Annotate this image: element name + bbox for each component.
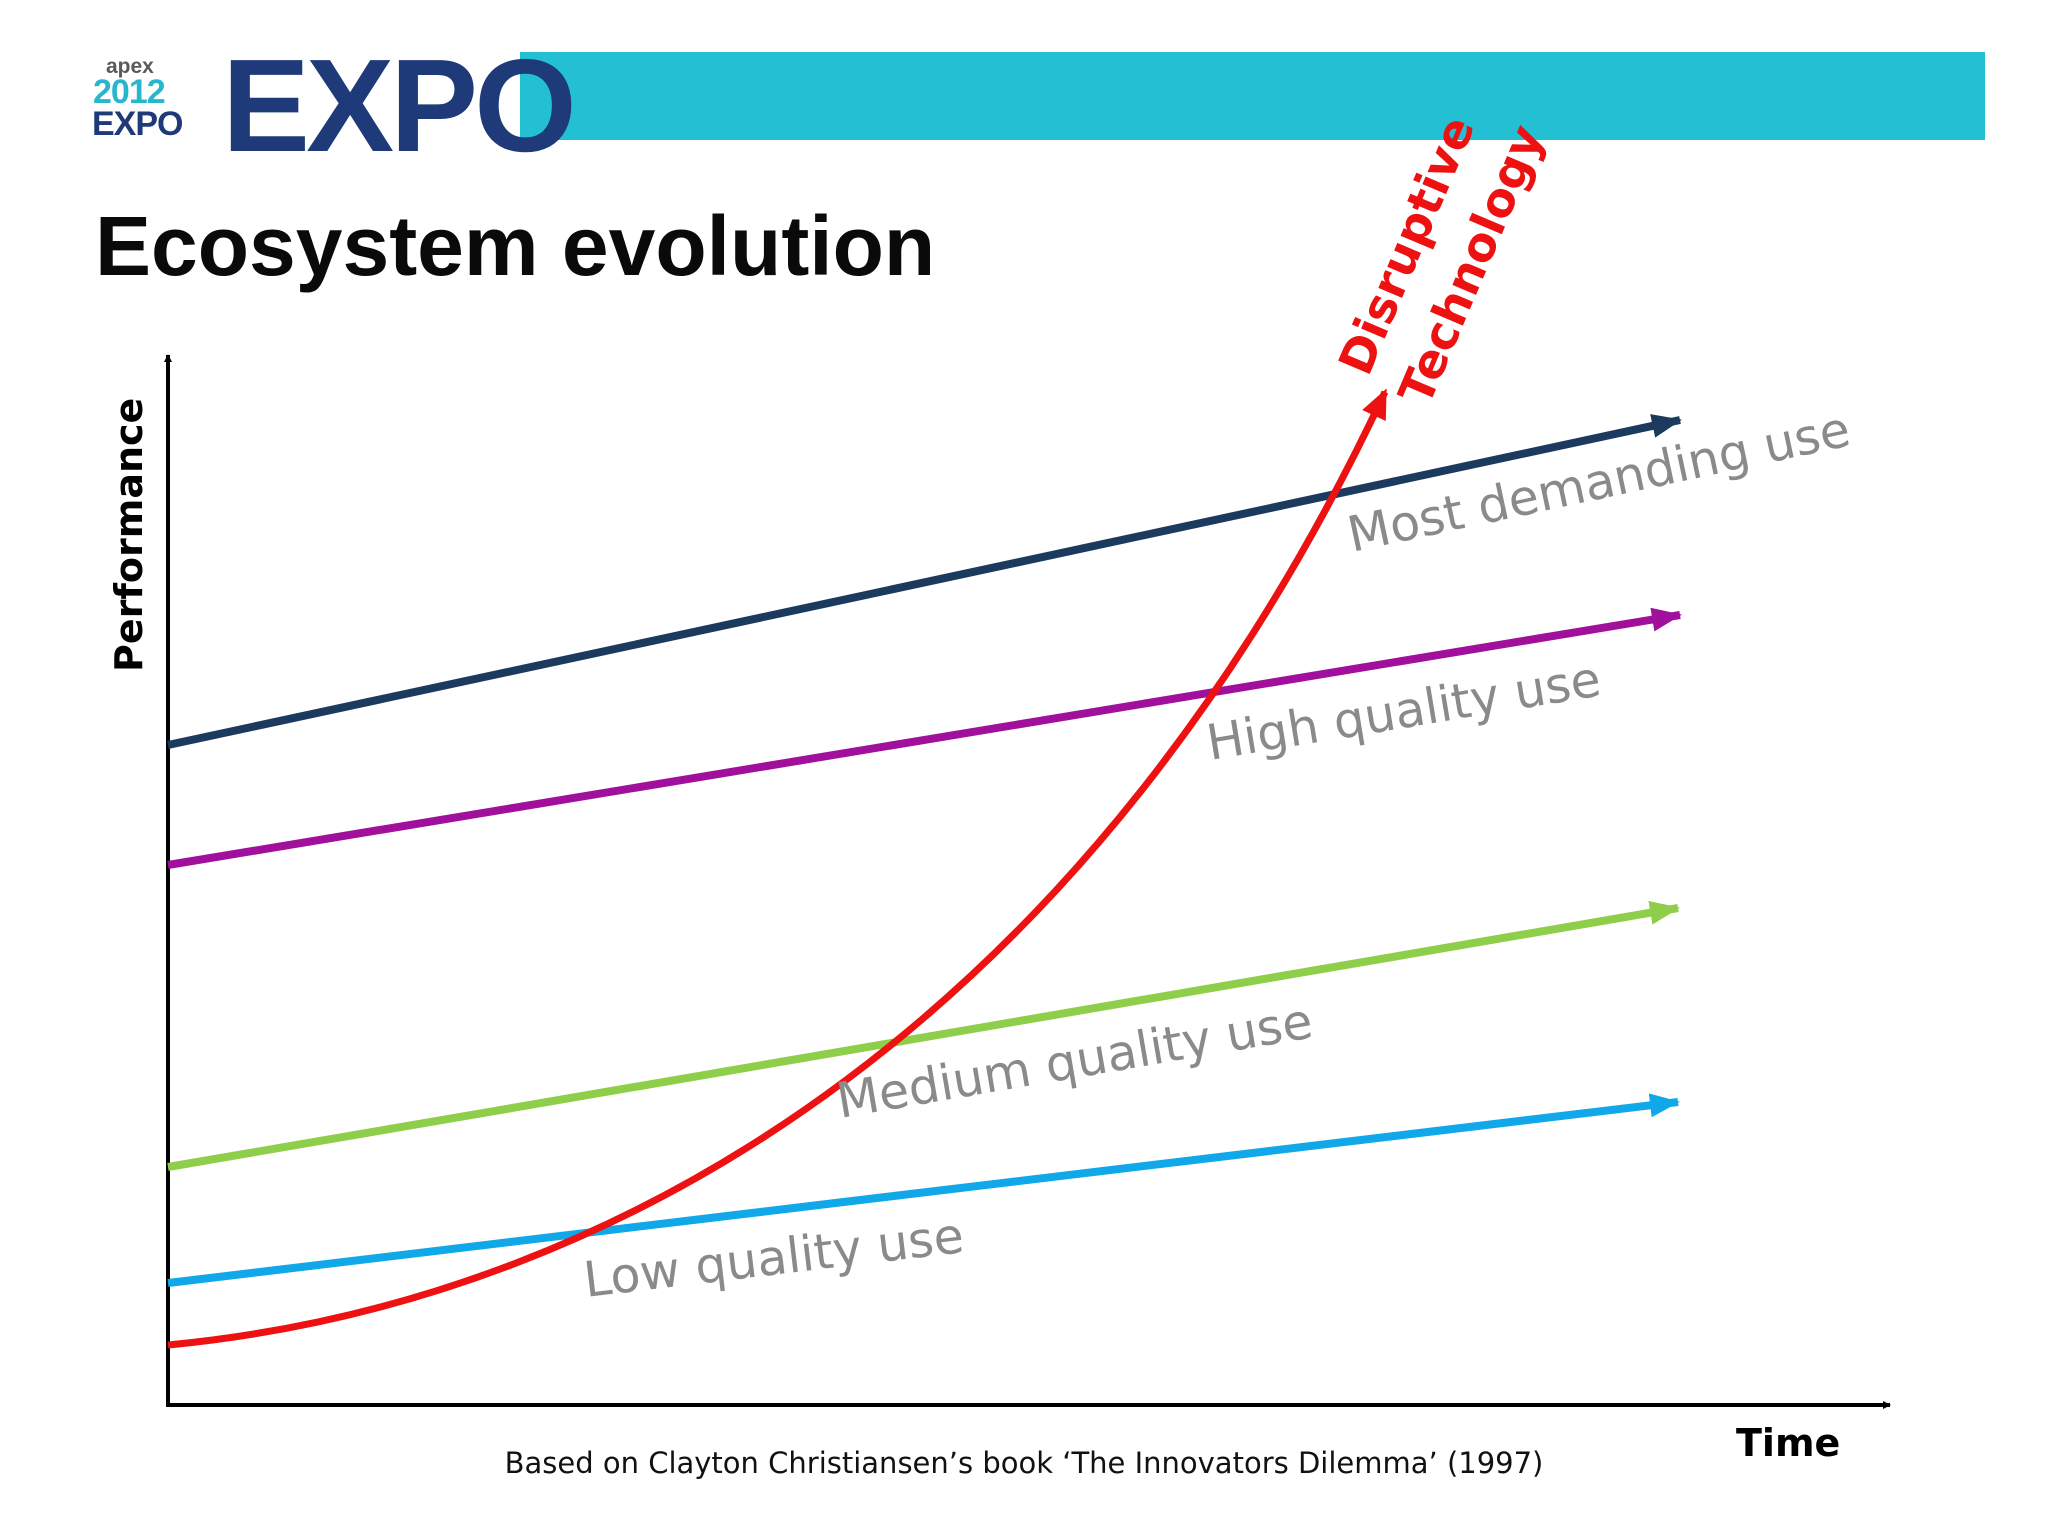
low-quality-use-line [167,1093,1680,1287]
low-quality-use-label: Low quality use [581,1207,967,1309]
most-demanding-use-line [167,414,1682,749]
most-demanding-use-label: Most demanding use [1343,401,1855,564]
disruptive-technology-curve [167,388,1389,1349]
medium-quality-use-line [167,900,1680,1171]
x-axis-label: Time [1736,1421,1840,1465]
high-quality-use-line [167,607,1682,869]
logo-apex-text: apex [106,55,154,78]
high-quality-use-label: High quality use [1203,651,1605,772]
header-band [520,52,1985,140]
logo-area [75,38,515,148]
page-title: Ecosystem evolution [95,199,936,293]
y-axis-label: Performance [107,398,151,672]
logo-expo-text: EXPO [92,105,183,143]
logo-year-text: 2012 [93,73,166,111]
apex-2012-expo-logo: apex 2012 EXPO [88,55,198,145]
footnote: Based on Clayton Christiansen’s book ‘Th… [504,1446,1544,1480]
expo-logo: EXPO [222,32,577,179]
